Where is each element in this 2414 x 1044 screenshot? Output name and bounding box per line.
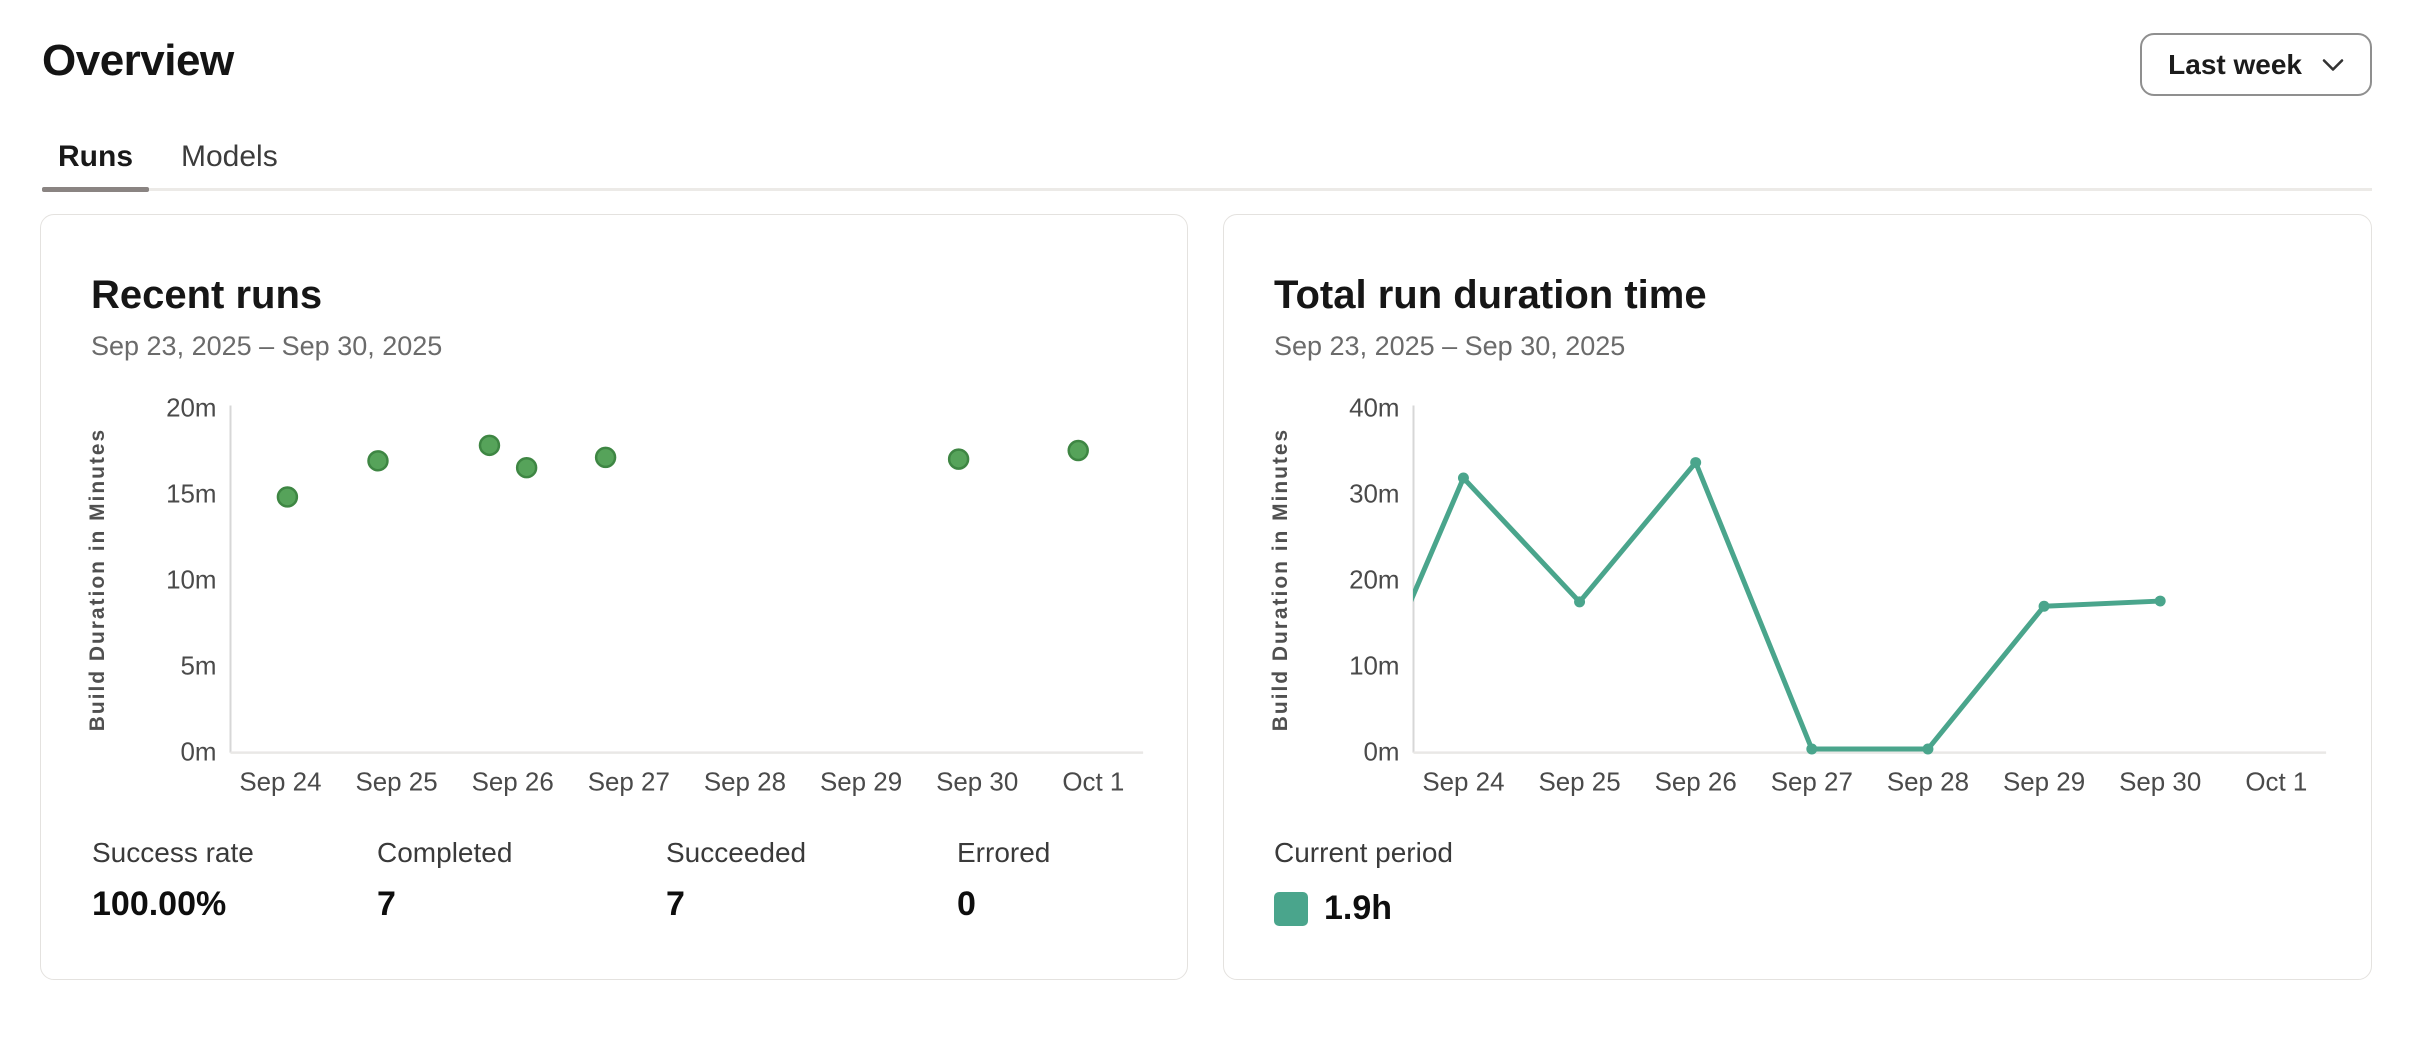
period-selector-label: Last week xyxy=(2168,48,2302,80)
svg-text:Sep 27: Sep 27 xyxy=(1771,768,1853,796)
stat-label: Succeeded xyxy=(666,837,807,868)
stat-value: 7 xyxy=(666,885,685,923)
svg-text:Sep 26: Sep 26 xyxy=(472,768,554,796)
legend-row: 1.9h xyxy=(1274,889,1453,928)
stat-label: Completed xyxy=(377,837,513,868)
stat-errored: Errored 0 xyxy=(957,837,1147,924)
svg-text:5m: 5m xyxy=(181,653,217,681)
total-run-duration-card: 0m 10m 20m 30m 40m Sep 24 Sep 25 Sep 26 Sep 27 Se… xyxy=(1223,214,2372,980)
stat-value: 7 xyxy=(377,885,396,923)
svg-text:40m: 40m xyxy=(1349,394,1399,422)
svg-text:30m: 30m xyxy=(1349,480,1399,508)
stat-value: 100.00% xyxy=(92,885,227,923)
svg-text:0m: 0m xyxy=(181,739,217,767)
svg-text:Sep 28: Sep 28 xyxy=(1887,768,1969,796)
svg-text:Sep 26: Sep 26 xyxy=(1655,768,1737,796)
tab-runs[interactable]: Runs xyxy=(42,140,149,192)
svg-text:20m: 20m xyxy=(166,394,216,422)
tab-bar: Runs Models xyxy=(42,140,2372,192)
stat-label: Success rate xyxy=(92,837,254,868)
stat-succeeded: Succeeded 7 xyxy=(666,837,957,924)
svg-text:0m: 0m xyxy=(1364,739,1400,767)
svg-text:Sep 25: Sep 25 xyxy=(355,768,437,796)
stat-completed: Completed 7 xyxy=(377,837,666,924)
svg-text:Sep 30: Sep 30 xyxy=(936,768,1018,796)
svg-text:Sep 28: Sep 28 xyxy=(704,768,786,796)
date-range: Sep 23, 2025 – Sep 30, 2025 xyxy=(1274,331,1626,361)
svg-text:Sep 29: Sep 29 xyxy=(2003,768,2085,796)
svg-text:Sep 24: Sep 24 xyxy=(239,768,321,796)
card-title: Recent runs xyxy=(91,273,323,317)
svg-text:15m: 15m xyxy=(166,480,216,508)
page-title: Overview xyxy=(42,36,234,85)
svg-text:Oct 1: Oct 1 xyxy=(2245,768,2307,796)
run-stats: Success rate 100.00% Completed 7 Succeed… xyxy=(92,837,1147,924)
legend-value: 1.9h xyxy=(1324,889,1393,927)
legend-label: Current period xyxy=(1274,837,1453,868)
svg-text:10m: 10m xyxy=(1349,653,1399,681)
svg-text:Sep 25: Sep 25 xyxy=(1538,768,1620,796)
period-selector-dropdown[interactable]: Last week xyxy=(2140,33,2372,96)
svg-text:20m: 20m xyxy=(1349,567,1399,595)
stat-success-rate: Success rate 100.00% xyxy=(92,837,377,924)
svg-text:Sep 27: Sep 27 xyxy=(588,768,670,796)
svg-text:Sep 30: Sep 30 xyxy=(2119,768,2201,796)
tab-models[interactable]: Models xyxy=(165,140,294,188)
svg-text:10m: 10m xyxy=(166,567,216,595)
stat-label: Errored xyxy=(957,837,1051,868)
stat-value: 0 xyxy=(957,885,976,923)
svg-text:Sep 29: Sep 29 xyxy=(820,768,902,796)
svg-text:Build Duration in Minutes: Build Duration in Minutes xyxy=(1269,428,1292,731)
chart-legend: Current period 1.9h xyxy=(1274,837,1453,928)
svg-text:Build Duration in Minutes: Build Duration in Minutes xyxy=(86,428,109,731)
legend-swatch xyxy=(1274,891,1308,926)
card-title: Total run duration time xyxy=(1274,273,1707,317)
svg-text:Oct 1: Oct 1 xyxy=(1062,768,1124,796)
recent-runs-card: 0m 5m 10m 15m 20m Sep 24 Sep 25 Sep 26 Sep 27 Sep… xyxy=(40,214,1188,980)
date-range: Sep 23, 2025 – Sep 30, 2025 xyxy=(91,331,443,361)
chevron-down-icon xyxy=(2322,58,2344,72)
svg-text:Sep 24: Sep 24 xyxy=(1422,768,1504,796)
